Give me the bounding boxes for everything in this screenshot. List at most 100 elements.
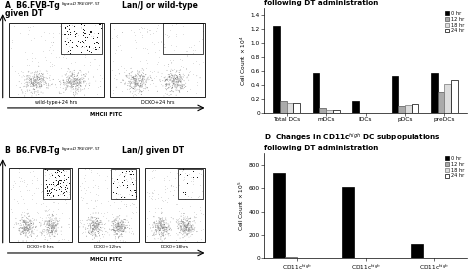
Point (128, 76, 136, 80)
Point (92, 224, 100, 228)
Point (66, 84, 74, 89)
Point (106, 227, 113, 231)
Point (33, 93, 40, 97)
Point (148, 194, 156, 198)
Point (136, 85, 143, 89)
Point (24, 74, 32, 79)
Point (94, 220, 101, 224)
Point (86, 29, 93, 33)
Point (37, 78, 45, 82)
Point (61, 81, 68, 85)
Point (53, 218, 61, 223)
Point (73, 77, 80, 82)
Point (30, 81, 38, 86)
Point (118, 170, 126, 174)
Point (128, 230, 135, 235)
Point (77, 194, 84, 199)
Text: DCKO+24 hrs: DCKO+24 hrs (141, 100, 174, 105)
Point (168, 73, 175, 77)
Point (35, 75, 43, 80)
Point (85, 82, 92, 86)
Point (132, 82, 139, 86)
Point (179, 31, 187, 36)
Point (19, 73, 27, 77)
Point (29, 220, 36, 224)
Point (110, 179, 118, 184)
Point (135, 84, 142, 88)
Point (199, 174, 207, 179)
Point (188, 229, 196, 233)
Point (132, 74, 139, 78)
Point (48, 64, 56, 68)
Point (137, 84, 145, 88)
Point (62, 87, 70, 91)
Point (157, 82, 165, 86)
Point (71, 77, 78, 81)
Point (113, 177, 120, 181)
Point (183, 218, 191, 223)
Bar (451, 80, 458, 113)
Point (74, 77, 82, 81)
Point (161, 186, 168, 191)
Point (166, 77, 174, 82)
Point (18, 230, 25, 235)
Point (136, 69, 143, 73)
Point (145, 51, 152, 55)
Point (167, 69, 174, 73)
Point (131, 87, 139, 91)
Point (21, 218, 29, 222)
Point (20, 224, 27, 228)
Point (40, 194, 47, 199)
Point (145, 77, 153, 81)
Point (184, 194, 191, 199)
Point (167, 220, 174, 224)
Point (136, 30, 144, 34)
Point (109, 180, 117, 185)
Legend: 0 hr, 12 hr, 18 hr, 24 hr: 0 hr, 12 hr, 18 hr, 24 hr (444, 10, 465, 34)
Point (50, 221, 58, 225)
Point (41, 219, 49, 223)
Point (63, 72, 70, 76)
Point (159, 79, 166, 83)
Point (74, 85, 82, 89)
Point (82, 72, 90, 77)
Point (29, 225, 37, 229)
Point (113, 226, 120, 230)
Point (30, 226, 38, 231)
Point (143, 78, 151, 83)
Point (74, 39, 82, 43)
Point (59, 55, 67, 59)
Point (45, 84, 52, 88)
Point (174, 76, 182, 81)
Point (86, 83, 93, 88)
Point (127, 81, 134, 86)
Point (38, 231, 46, 235)
Point (36, 79, 44, 84)
Point (129, 86, 137, 90)
Point (162, 82, 170, 86)
Point (61, 172, 68, 177)
Point (116, 171, 123, 176)
Point (57, 232, 65, 236)
Point (132, 75, 139, 79)
Point (131, 83, 138, 87)
Point (156, 79, 164, 84)
Point (175, 83, 183, 87)
Point (184, 229, 191, 233)
Point (70, 72, 77, 76)
Point (28, 181, 36, 186)
Point (49, 226, 56, 231)
Point (40, 233, 48, 238)
Point (69, 83, 76, 87)
Point (63, 83, 71, 87)
Point (49, 226, 57, 230)
Point (90, 224, 97, 228)
Point (114, 232, 121, 236)
Point (162, 232, 170, 237)
Point (44, 86, 51, 90)
Point (163, 230, 171, 234)
Point (90, 34, 97, 38)
Point (185, 222, 192, 227)
Point (173, 79, 181, 83)
Point (158, 232, 165, 237)
